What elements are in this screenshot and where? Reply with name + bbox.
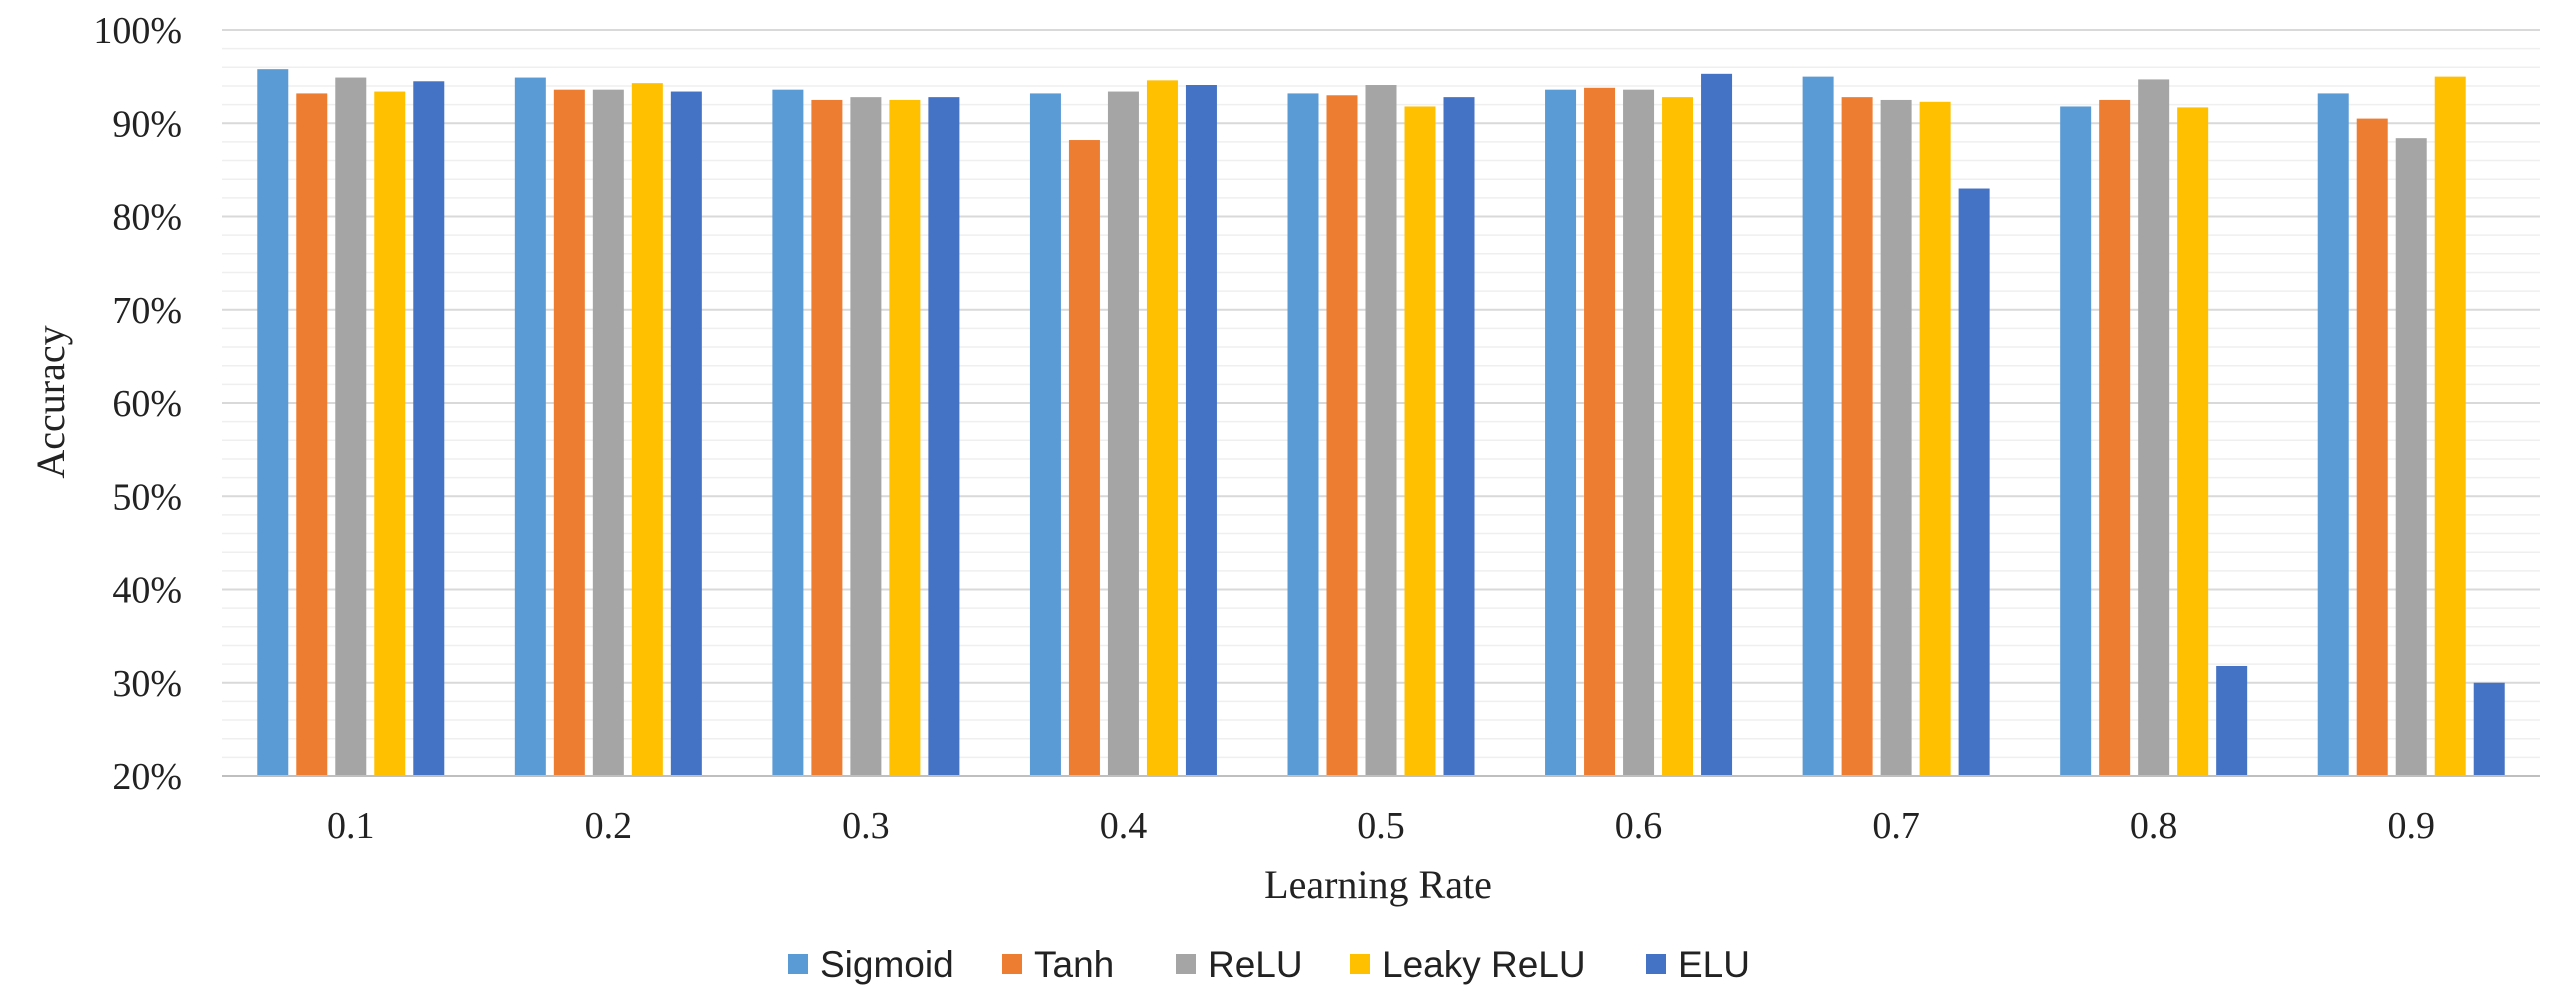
bar-sigmoid-0.6	[1545, 89, 1577, 777]
y-tick-label: 90%	[112, 103, 182, 145]
x-axis-ticks: 0.1 0.2 0.3 0.4 0.5 0.6 0.7 0.8 0.9	[327, 805, 2435, 847]
x-tick-label: 0.8	[2130, 805, 2178, 847]
y-tick-label: 40%	[112, 570, 182, 612]
bar-tanh-0.3	[811, 99, 843, 776]
bar-relu-0.3	[850, 97, 882, 776]
legend-label: ReLU	[1208, 944, 1303, 985]
bar-tanh-0.2	[553, 89, 585, 777]
bar-leaky-relu-0.3	[889, 99, 921, 776]
bar-elu-0.8	[2216, 665, 2248, 776]
bar-relu-0.9	[2395, 138, 2427, 777]
bar-elu-0.6	[1701, 73, 1733, 776]
bar-sigmoid-0.3	[772, 89, 804, 777]
x-tick-label: 0.1	[327, 805, 375, 847]
bar-leaky-relu-0.5	[1404, 106, 1436, 777]
bar-elu-0.7	[1958, 188, 1990, 776]
legend-swatch	[1646, 954, 1666, 974]
x-axis-title: Learning Rate	[1264, 862, 1492, 907]
bar-elu-0.4	[1185, 85, 1217, 776]
legend-label: ELU	[1678, 944, 1750, 985]
y-axis-ticks: 20% 30% 40% 50% 60% 70% 80% 90% 100%	[93, 10, 182, 798]
x-tick-label: 0.9	[2387, 805, 2435, 847]
y-tick-label: 30%	[112, 663, 182, 705]
bar-tanh-0.1	[296, 93, 328, 776]
bar-tanh-0.9	[2356, 118, 2388, 776]
bar-relu-0.6	[1623, 89, 1655, 777]
y-tick-label: 50%	[112, 476, 182, 518]
bar-leaky-relu-0.8	[2177, 107, 2209, 776]
bar-sigmoid-0.8	[2060, 106, 2092, 777]
y-axis-title: Accuracy	[28, 325, 73, 478]
legend-label: Leaky ReLU	[1382, 944, 1586, 985]
x-tick-label: 0.2	[585, 805, 633, 847]
x-tick-label: 0.5	[1357, 805, 1405, 847]
bar-sigmoid-0.2	[514, 77, 546, 777]
bar-leaky-relu-0.1	[374, 91, 406, 777]
bar-relu-0.8	[2138, 79, 2170, 777]
bar-sigmoid-0.7	[1802, 76, 1834, 776]
legend-label: Tanh	[1034, 944, 1114, 985]
x-tick-label: 0.3	[842, 805, 890, 847]
bar-leaky-relu-0.2	[631, 83, 663, 777]
bar-relu-0.7	[1880, 99, 1912, 776]
y-tick-label: 100%	[93, 10, 182, 52]
bar-sigmoid-0.4	[1029, 93, 1061, 776]
bar-leaky-relu-0.6	[1662, 97, 1694, 776]
legend-swatch	[1176, 954, 1196, 974]
bar-elu-0.9	[2473, 682, 2505, 776]
bar-sigmoid-0.1	[257, 69, 289, 777]
bar-elu-0.3	[928, 97, 960, 776]
bar-sigmoid-0.5	[1287, 93, 1319, 776]
x-tick-label: 0.7	[1872, 805, 1920, 847]
bar-tanh-0.5	[1326, 95, 1358, 776]
bar-relu-0.4	[1107, 91, 1139, 777]
legend-swatch	[1350, 954, 1370, 974]
legend-swatch	[1002, 954, 1022, 974]
y-tick-label: 60%	[112, 383, 182, 425]
bar-leaky-relu-0.9	[2434, 76, 2466, 776]
bar-elu-0.2	[670, 91, 702, 777]
y-tick-label: 70%	[112, 290, 182, 332]
bar-leaky-relu-0.4	[1146, 80, 1178, 777]
bar-elu-0.5	[1443, 97, 1475, 776]
bar-elu-0.1	[413, 81, 445, 777]
bar-leaky-relu-0.7	[1919, 101, 1951, 777]
x-tick-label: 0.4	[1100, 805, 1148, 847]
y-tick-label: 80%	[112, 197, 182, 239]
bar-relu-0.5	[1365, 85, 1397, 776]
bars-group	[257, 69, 2505, 777]
bar-tanh-0.7	[1841, 97, 1873, 776]
x-tick-label: 0.6	[1615, 805, 1663, 847]
bar-tanh-0.8	[2099, 99, 2131, 776]
y-tick-label: 20%	[112, 756, 182, 798]
legend-label: Sigmoid	[820, 944, 954, 985]
legend: Sigmoid Tanh ReLU Leaky ReLU ELU	[788, 944, 1750, 985]
bar-relu-0.2	[592, 89, 624, 777]
legend-swatch	[788, 954, 808, 974]
bar-tanh-0.6	[1584, 87, 1616, 776]
bar-tanh-0.4	[1068, 140, 1100, 776]
bar-relu-0.1	[335, 77, 367, 777]
bar-sigmoid-0.9	[2317, 93, 2349, 776]
